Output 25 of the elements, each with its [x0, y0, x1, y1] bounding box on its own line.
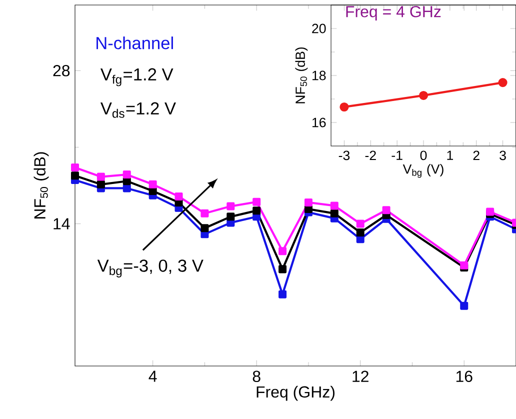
y-tick-label: 20 [312, 24, 326, 34]
y-tick-label: 14 [54, 218, 70, 230]
y-tick-label: 18 [312, 70, 326, 80]
y-axis-title: NF$_{50}$ (dB) [295, 47, 308, 104]
x-tick-label: 1 [447, 150, 453, 160]
x-tick-label: 4 [148, 370, 157, 382]
x-tick-label: 0 [420, 150, 427, 160]
x-tick-label: -3 [338, 150, 350, 160]
annotation: V$_{fg}$=1.2 V [100, 68, 174, 86]
x-axis-title: Freq (GHz) [256, 386, 334, 401]
x-tick-label: -1 [392, 150, 402, 160]
x-tick-label: 12 [352, 370, 368, 382]
x-tick-label: 2 [473, 150, 480, 160]
chart-title: Freq = 4 GHz [346, 6, 441, 20]
y-tick-label: 16 [312, 118, 326, 128]
annotation: V$_{bg}$=-3, 0, 3 V [97, 260, 204, 278]
y-axis-title: NF$_{50}$ (dB) [34, 152, 49, 218]
x-tick-label: 3 [500, 150, 506, 160]
x-tick-label: 8 [252, 370, 260, 382]
y-tick-label: 28 [53, 64, 70, 76]
annotation: N-channel [96, 36, 173, 50]
x-axis-title: V$_{bg}$ (V) [402, 164, 444, 178]
x-tick-label: -2 [365, 150, 376, 160]
x-tick-label: 16 [456, 370, 472, 382]
annotation: V$_{ds}$=1.2 V [100, 102, 176, 118]
